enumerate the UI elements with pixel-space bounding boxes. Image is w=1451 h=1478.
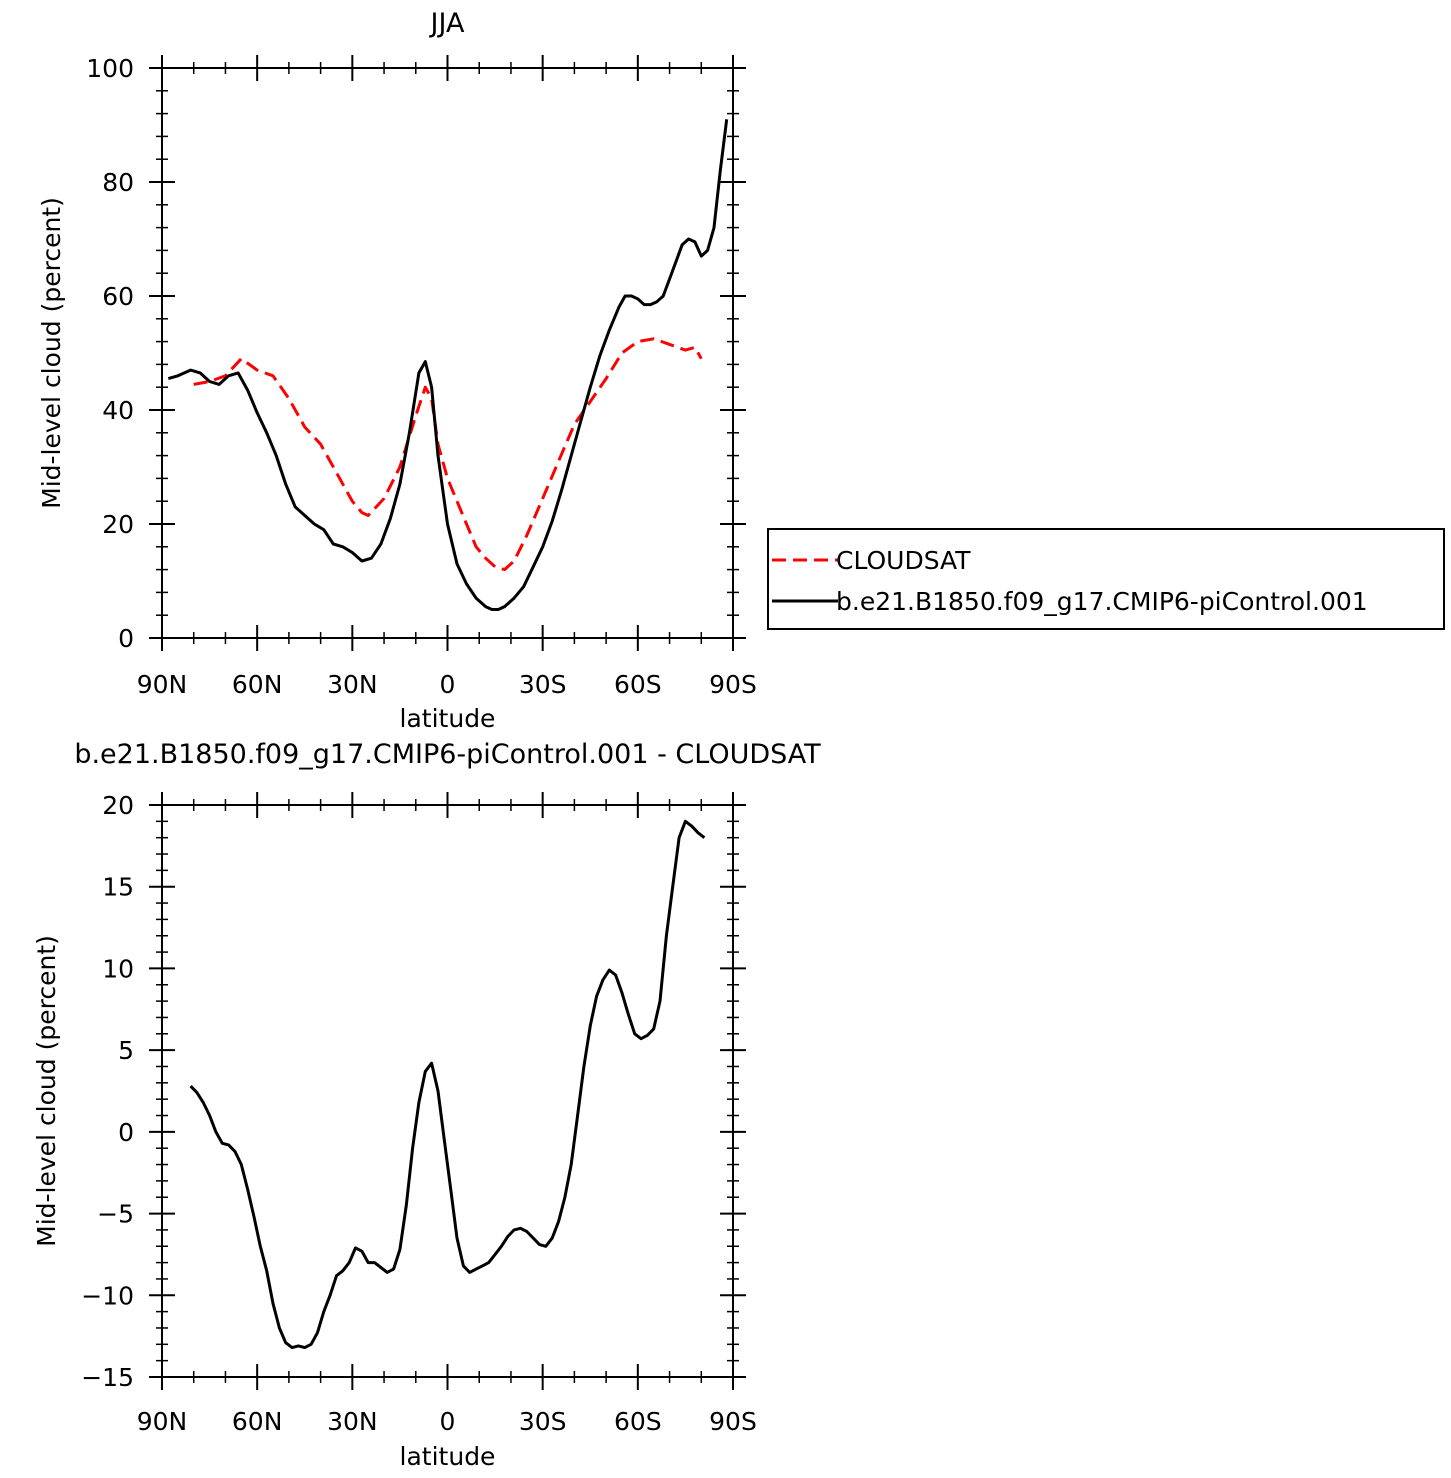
y-tick-label: 40 xyxy=(102,396,134,425)
x-tick-label: 90N xyxy=(137,670,188,699)
legend-entry-label: b.e21.B1850.f09_g17.CMIP6-piControl.001 xyxy=(836,587,1368,616)
x-tick-label: 60N xyxy=(232,670,283,699)
series-line-b-e21-b1850-f09-g17-cmip6-picontrol-001 xyxy=(167,119,729,611)
x-tick-label: 30N xyxy=(327,670,378,699)
x-tick-label: 30N xyxy=(327,1407,378,1436)
legend-box xyxy=(767,528,1445,630)
legend-entry-label: CLOUDSAT xyxy=(836,546,971,575)
y-axis-label: Mid-level cloud (percent) xyxy=(37,197,66,509)
y-tick-label: 0 xyxy=(118,624,134,653)
y-tick-label: −10 xyxy=(81,1281,134,1310)
y-tick-label: 60 xyxy=(102,282,134,311)
y-axis-label: Mid-level cloud (percent) xyxy=(32,935,61,1247)
x-tick-label: 90N xyxy=(137,1407,188,1436)
x-tick-label: 60N xyxy=(232,1407,283,1436)
y-tick-label: 100 xyxy=(86,54,134,83)
y-tick-label: 10 xyxy=(102,954,134,983)
x-tick-label: 60S xyxy=(614,670,662,699)
y-tick-label: 20 xyxy=(102,791,134,820)
series-line-1 xyxy=(189,819,706,1350)
y-tick-label: 5 xyxy=(118,1036,134,1065)
y-tick-label: 15 xyxy=(102,873,134,902)
x-tick-label: 90S xyxy=(709,1407,757,1436)
chart-title: JJA xyxy=(429,8,465,39)
x-axis-label: latitude xyxy=(400,1442,496,1471)
x-tick-label: 60S xyxy=(614,1407,662,1436)
y-tick-label: 80 xyxy=(102,168,134,197)
y-tick-label: −5 xyxy=(97,1200,134,1229)
chart-2: b.e21.B1850.f09_g17.CMIP6-piControl.001 … xyxy=(32,739,821,1471)
x-tick-label: 90S xyxy=(709,670,757,699)
y-tick-label: 0 xyxy=(118,1118,134,1147)
x-axis-label: latitude xyxy=(400,704,496,733)
series-line-cloudsat xyxy=(193,337,703,572)
y-tick-label: −15 xyxy=(81,1363,134,1392)
y-tick-label: 20 xyxy=(102,510,134,539)
x-tick-label: 30S xyxy=(519,1407,567,1436)
x-tick-label: 30S xyxy=(519,670,567,699)
x-tick-label: 0 xyxy=(440,1407,456,1436)
chart-1: JJA 0 20 40 60 80 100 90N 60N 30N 0 30S 60S 90S latitu… xyxy=(37,8,1445,733)
chart-title: b.e21.B1850.f09_g17.CMIP6-piControl.001 … xyxy=(74,739,821,770)
legend: CLOUDSAT b.e21.B1850.f09_g17.CMIP6-piCont… xyxy=(767,528,1445,630)
x-tick-label: 0 xyxy=(440,670,456,699)
